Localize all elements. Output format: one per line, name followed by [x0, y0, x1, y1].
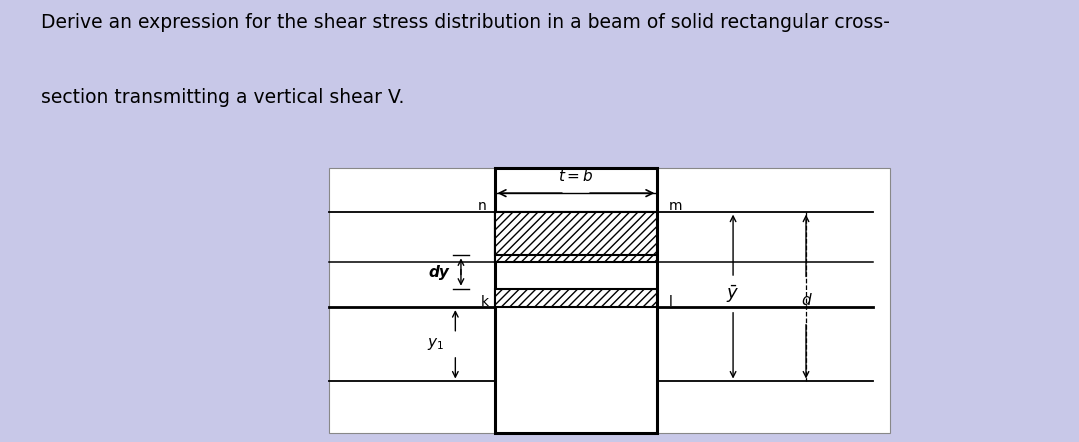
Bar — [494, 212, 657, 262]
Text: d: d — [802, 293, 810, 308]
Bar — [494, 212, 657, 255]
Text: $y_1$: $y_1$ — [427, 336, 445, 352]
Text: Derive an expression for the shear stress distribution in a beam of solid rectan: Derive an expression for the shear stres… — [41, 13, 890, 32]
Text: section transmitting a vertical shear V.: section transmitting a vertical shear V. — [41, 88, 405, 107]
Bar — [329, 168, 890, 433]
Text: dy: dy — [428, 265, 450, 279]
Bar — [494, 168, 657, 433]
Text: n: n — [477, 199, 487, 213]
Text: $\bar{y}$: $\bar{y}$ — [726, 283, 740, 305]
Text: m: m — [669, 199, 682, 213]
Text: l: l — [669, 295, 672, 309]
Text: $t = b$: $t = b$ — [558, 168, 593, 184]
Text: k: k — [481, 295, 489, 309]
Bar — [494, 289, 657, 307]
